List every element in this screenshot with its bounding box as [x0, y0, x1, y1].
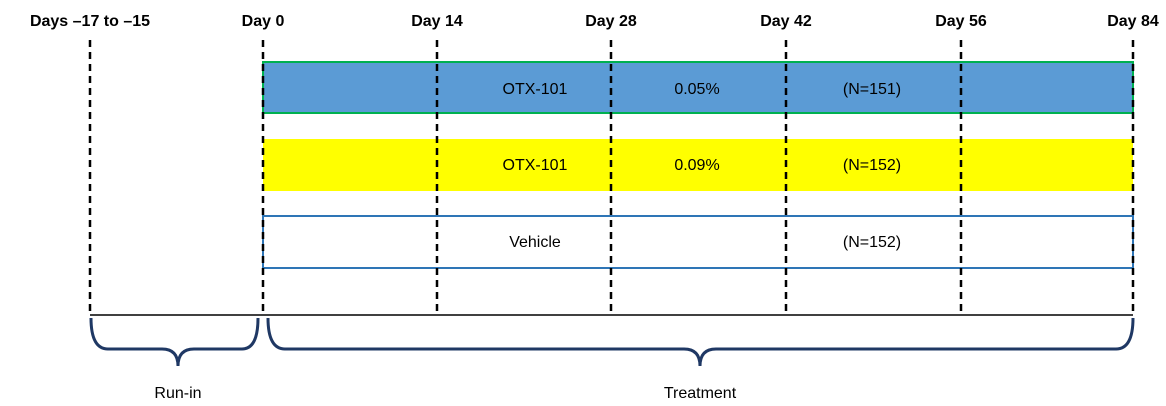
arm-bar [262, 61, 1134, 114]
arm-dose: 0.05% [674, 81, 719, 98]
timepoint-label: Day 14 [411, 13, 463, 30]
arm-dose: 0.09% [674, 157, 719, 174]
period-label: Treatment [664, 385, 737, 402]
arm-n: (N=151) [843, 81, 901, 98]
timepoint-label: Day 28 [585, 13, 637, 30]
arm-n: (N=152) [843, 157, 901, 174]
timepoint-label: Days –17 to –15 [30, 13, 150, 30]
timepoint-lines [88, 40, 1135, 315]
arm-bar [262, 215, 1134, 269]
arm-drug: OTX-101 [503, 157, 568, 174]
brace [89, 317, 260, 367]
timepoint-label: Day 0 [242, 13, 285, 30]
arm-bar [263, 139, 1133, 191]
timepoint-label: Day 56 [935, 13, 987, 30]
brace [266, 317, 1135, 367]
period-label: Run-in [154, 385, 201, 402]
arm-n: (N=152) [843, 234, 901, 251]
timepoint-label: Day 42 [760, 13, 812, 30]
arm-drug: Vehicle [509, 234, 561, 251]
timepoint-label: Day 84 [1107, 13, 1159, 30]
arm-drug: OTX-101 [503, 81, 568, 98]
